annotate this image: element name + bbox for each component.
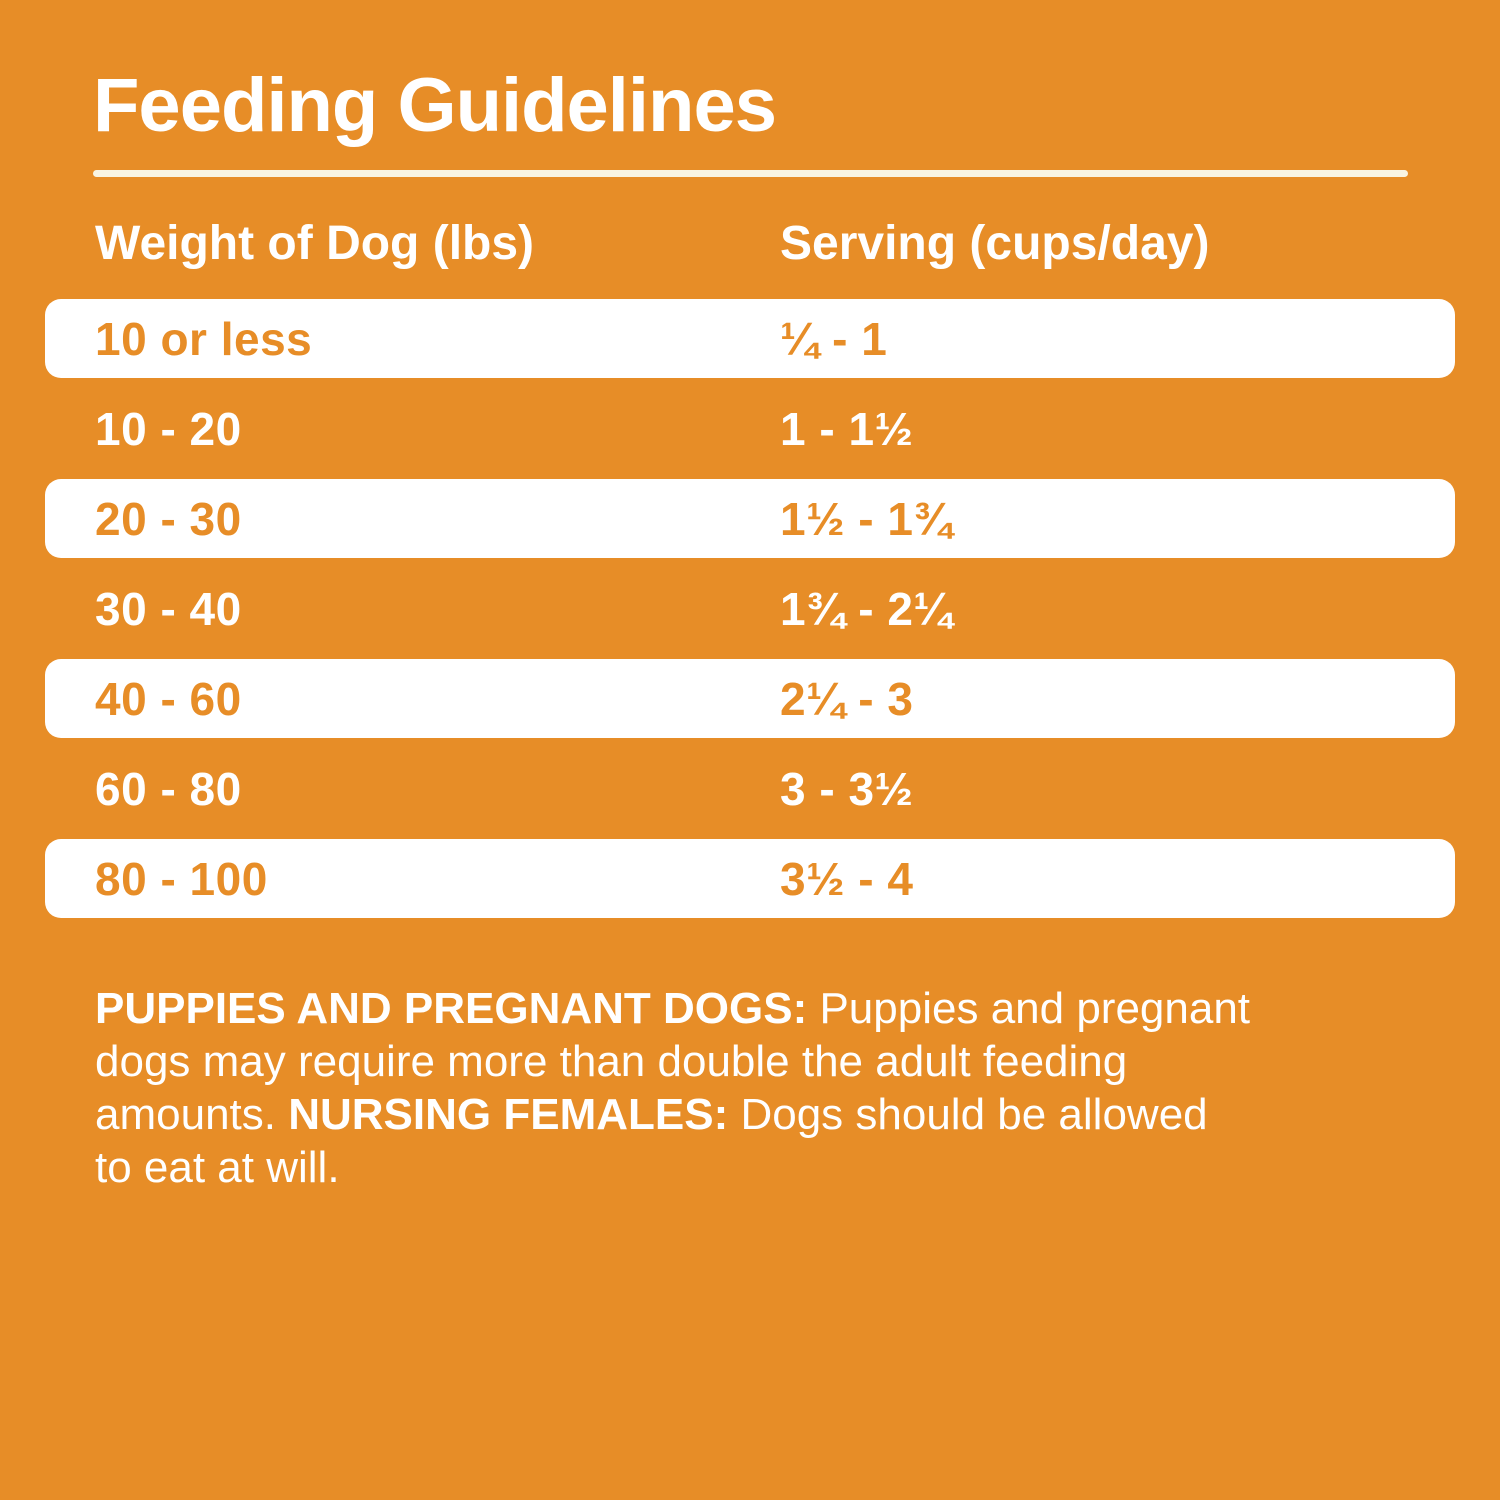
serving-cell: 2¼ - 3 <box>780 672 914 725</box>
table-row: 60 - 80 3 - 3½ <box>45 738 1455 839</box>
serving-cell: 3 - 3½ <box>780 762 914 815</box>
table-row: 20 - 30 1½ - 1¾ <box>45 479 1455 558</box>
serving-cell: ¼ - 1 <box>780 312 888 365</box>
feeding-table: 10 or less ¼ - 1 10 - 20 1 - 1½ 20 - 30 … <box>45 299 1455 918</box>
feeding-notes-line: PUPPIES AND PREGNANT DOGS: Puppies and p… <box>95 982 1455 1035</box>
column-header-weight: Weight of Dog (lbs) <box>95 217 535 270</box>
nursing-females-label: NURSING FEMALES: <box>288 1090 729 1139</box>
feeding-notes-line: to eat at will. <box>95 1141 1455 1194</box>
feeding-notes-text: Dogs should be allowed <box>728 1090 1208 1139</box>
weight-cell: 10 or less <box>95 312 313 365</box>
serving-cell: 1¾ - 2¼ <box>780 582 953 635</box>
table-row: 80 - 100 3½ - 4 <box>45 839 1455 918</box>
serving-cell: 1½ - 1¾ <box>780 492 953 545</box>
feeding-notes-line: dogs may require more than double the ad… <box>95 1035 1455 1088</box>
title-underline <box>93 170 1408 177</box>
feeding-notes-text: Puppies and pregnant <box>807 984 1251 1033</box>
feeding-notes-line: amounts. NURSING FEMALES: Dogs should be… <box>95 1088 1455 1141</box>
table-header-row: Weight of Dog (lbs) Serving (cups/day) <box>95 214 1440 274</box>
feeding-notes-text: amounts. <box>95 1090 289 1139</box>
weight-cell: 30 - 40 <box>95 582 242 635</box>
table-row: 10 - 20 1 - 1½ <box>45 378 1455 479</box>
weight-cell: 10 - 20 <box>95 402 242 455</box>
weight-cell: 20 - 30 <box>95 492 242 545</box>
column-header-serving: Serving (cups/day) <box>780 217 1210 270</box>
table-row: 40 - 60 2¼ - 3 <box>45 659 1455 738</box>
feeding-notes-text: to eat at will. <box>95 1143 340 1192</box>
weight-cell: 80 - 100 <box>95 852 268 905</box>
serving-cell: 1 - 1½ <box>780 402 914 455</box>
weight-cell: 40 - 60 <box>95 672 242 725</box>
weight-cell: 60 - 80 <box>95 762 242 815</box>
page-title: Feeding Guidelines <box>93 63 777 148</box>
feeding-notes: PUPPIES AND PREGNANT DOGS: Puppies and p… <box>95 982 1455 1194</box>
table-row: 30 - 40 1¾ - 2¼ <box>45 558 1455 659</box>
puppies-pregnant-label: PUPPIES AND PREGNANT DOGS: <box>95 984 808 1033</box>
feeding-notes-text: dogs may require more than double the ad… <box>95 1037 1128 1086</box>
table-row: 10 or less ¼ - 1 <box>45 299 1455 378</box>
serving-cell: 3½ - 4 <box>780 852 914 905</box>
